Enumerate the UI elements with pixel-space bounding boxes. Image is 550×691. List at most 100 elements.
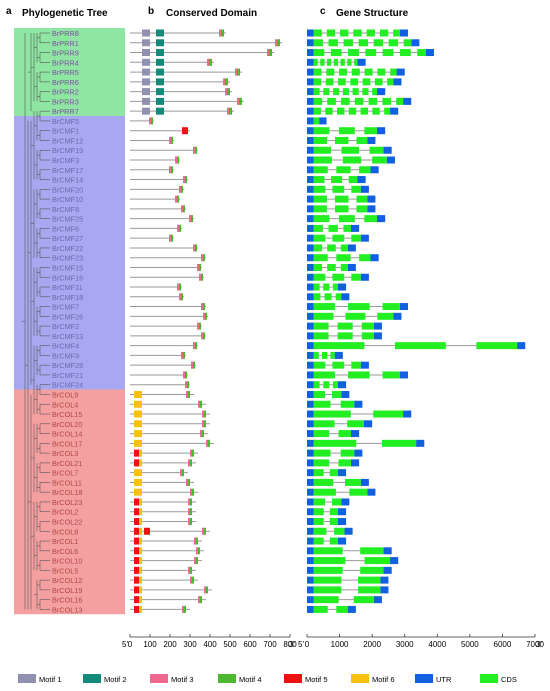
utr-block [307,605,314,613]
motif-5-box [134,596,139,604]
utr-block [307,596,314,604]
utr-block [307,49,314,57]
motif-3-box [186,390,188,398]
utr-block [307,273,314,281]
gene-label: BrCMF3 [52,156,79,165]
cds-exon [396,97,404,105]
axes: 0 100 200 300 400 500 600 700 800 0 1000 2000 3000 40… [128,634,544,649]
cds-exon [342,88,349,96]
motif-3-box [225,88,227,96]
gene-label: BrCMF27 [52,234,83,243]
motif-4-box [177,195,179,203]
utr-block [377,88,386,96]
cds-exon [381,439,417,447]
cds-exon [313,293,321,301]
cds-exon [350,78,359,86]
motif-3-box [183,371,185,379]
gene-label: BrPRR5 [52,68,79,77]
cds-exon [313,322,329,330]
motif-3-box [188,508,190,516]
gene-axis-5prime: 5' [298,640,304,649]
gene-label: BrCMF11 [52,283,83,292]
motif-4-box [203,332,205,340]
utr-block [347,263,356,271]
utr-block [399,303,408,311]
motif-4-box [192,576,194,584]
motif-3-box [181,351,183,359]
gene-label: BrCOL17 [52,439,82,448]
cds-exon [317,117,320,125]
utr-block [337,518,347,525]
cds-exon [399,49,411,57]
cds-exon [372,156,387,164]
utr-block [344,527,353,535]
motif-5-box [134,605,139,613]
motif-4-box [190,508,192,516]
utr-block [307,224,314,232]
motif-2-box [156,39,164,47]
cds-exon [333,283,338,291]
utr-block [377,127,386,135]
motif-3-box [196,547,198,555]
gene-label: BrPRR3 [52,97,79,106]
cds-exon [313,371,336,379]
utr-block [307,361,314,369]
cds-exon [331,498,342,506]
motif-4-box [206,586,208,594]
cds-exon [358,586,381,594]
motif-4-box [196,557,198,565]
motif-4-box [191,215,193,223]
utr-block [307,195,314,203]
cds-exon [348,176,358,184]
utr-block [307,58,314,66]
motif-4-box [239,97,242,105]
utr-block [341,390,350,398]
cds-exon [313,303,336,311]
motif-1-box [142,39,150,47]
motif-6-box [134,469,142,477]
gene-label: BrCOL5 [52,566,78,575]
cds-exon [313,430,330,438]
motif-4-box [195,244,197,252]
cds-exon [340,29,349,37]
cds-exon [313,312,334,320]
motif-5-box [134,576,139,584]
motif-3-box [190,488,192,496]
cds-exon [335,195,349,203]
utr-block [307,293,314,301]
motif-2-swatch [83,674,101,683]
motif-4-box [190,459,192,467]
utr-block [341,293,350,301]
motif-4-box [171,136,173,144]
gene-label: BrCMF20 [52,185,83,194]
cds-exon [348,303,370,311]
utr-block [370,166,379,174]
utr-block [307,351,314,359]
motif-4-box [198,547,200,555]
cds-exon [328,39,338,47]
motif-1-box [142,29,150,37]
cds-exon [336,166,351,174]
utr-block [307,136,314,144]
cds-exon [369,146,384,154]
clade-block-cmf [14,115,125,390]
utr-block [307,576,314,584]
cds-swatch [480,674,498,683]
motif-4-box [205,312,207,320]
motif-3-box [186,478,188,486]
motif-6-box [134,430,142,438]
cds-exon [313,488,336,496]
gene-label: BrCMF14 [52,176,83,185]
utr-block [350,224,360,232]
gene-label: BrCMF18 [52,293,83,302]
cds-exon [347,420,364,428]
motif-2-box [156,88,164,96]
motif-3-label: Motif 3 [171,675,194,684]
cds-exon [387,78,394,86]
domain-axis-tick-label: 700 [263,640,277,649]
utr-block [380,576,389,584]
domain-axis-tick-label: 200 [163,640,177,649]
cds-exon [352,88,359,96]
utr-block [307,263,314,271]
cds-exon [341,97,350,105]
